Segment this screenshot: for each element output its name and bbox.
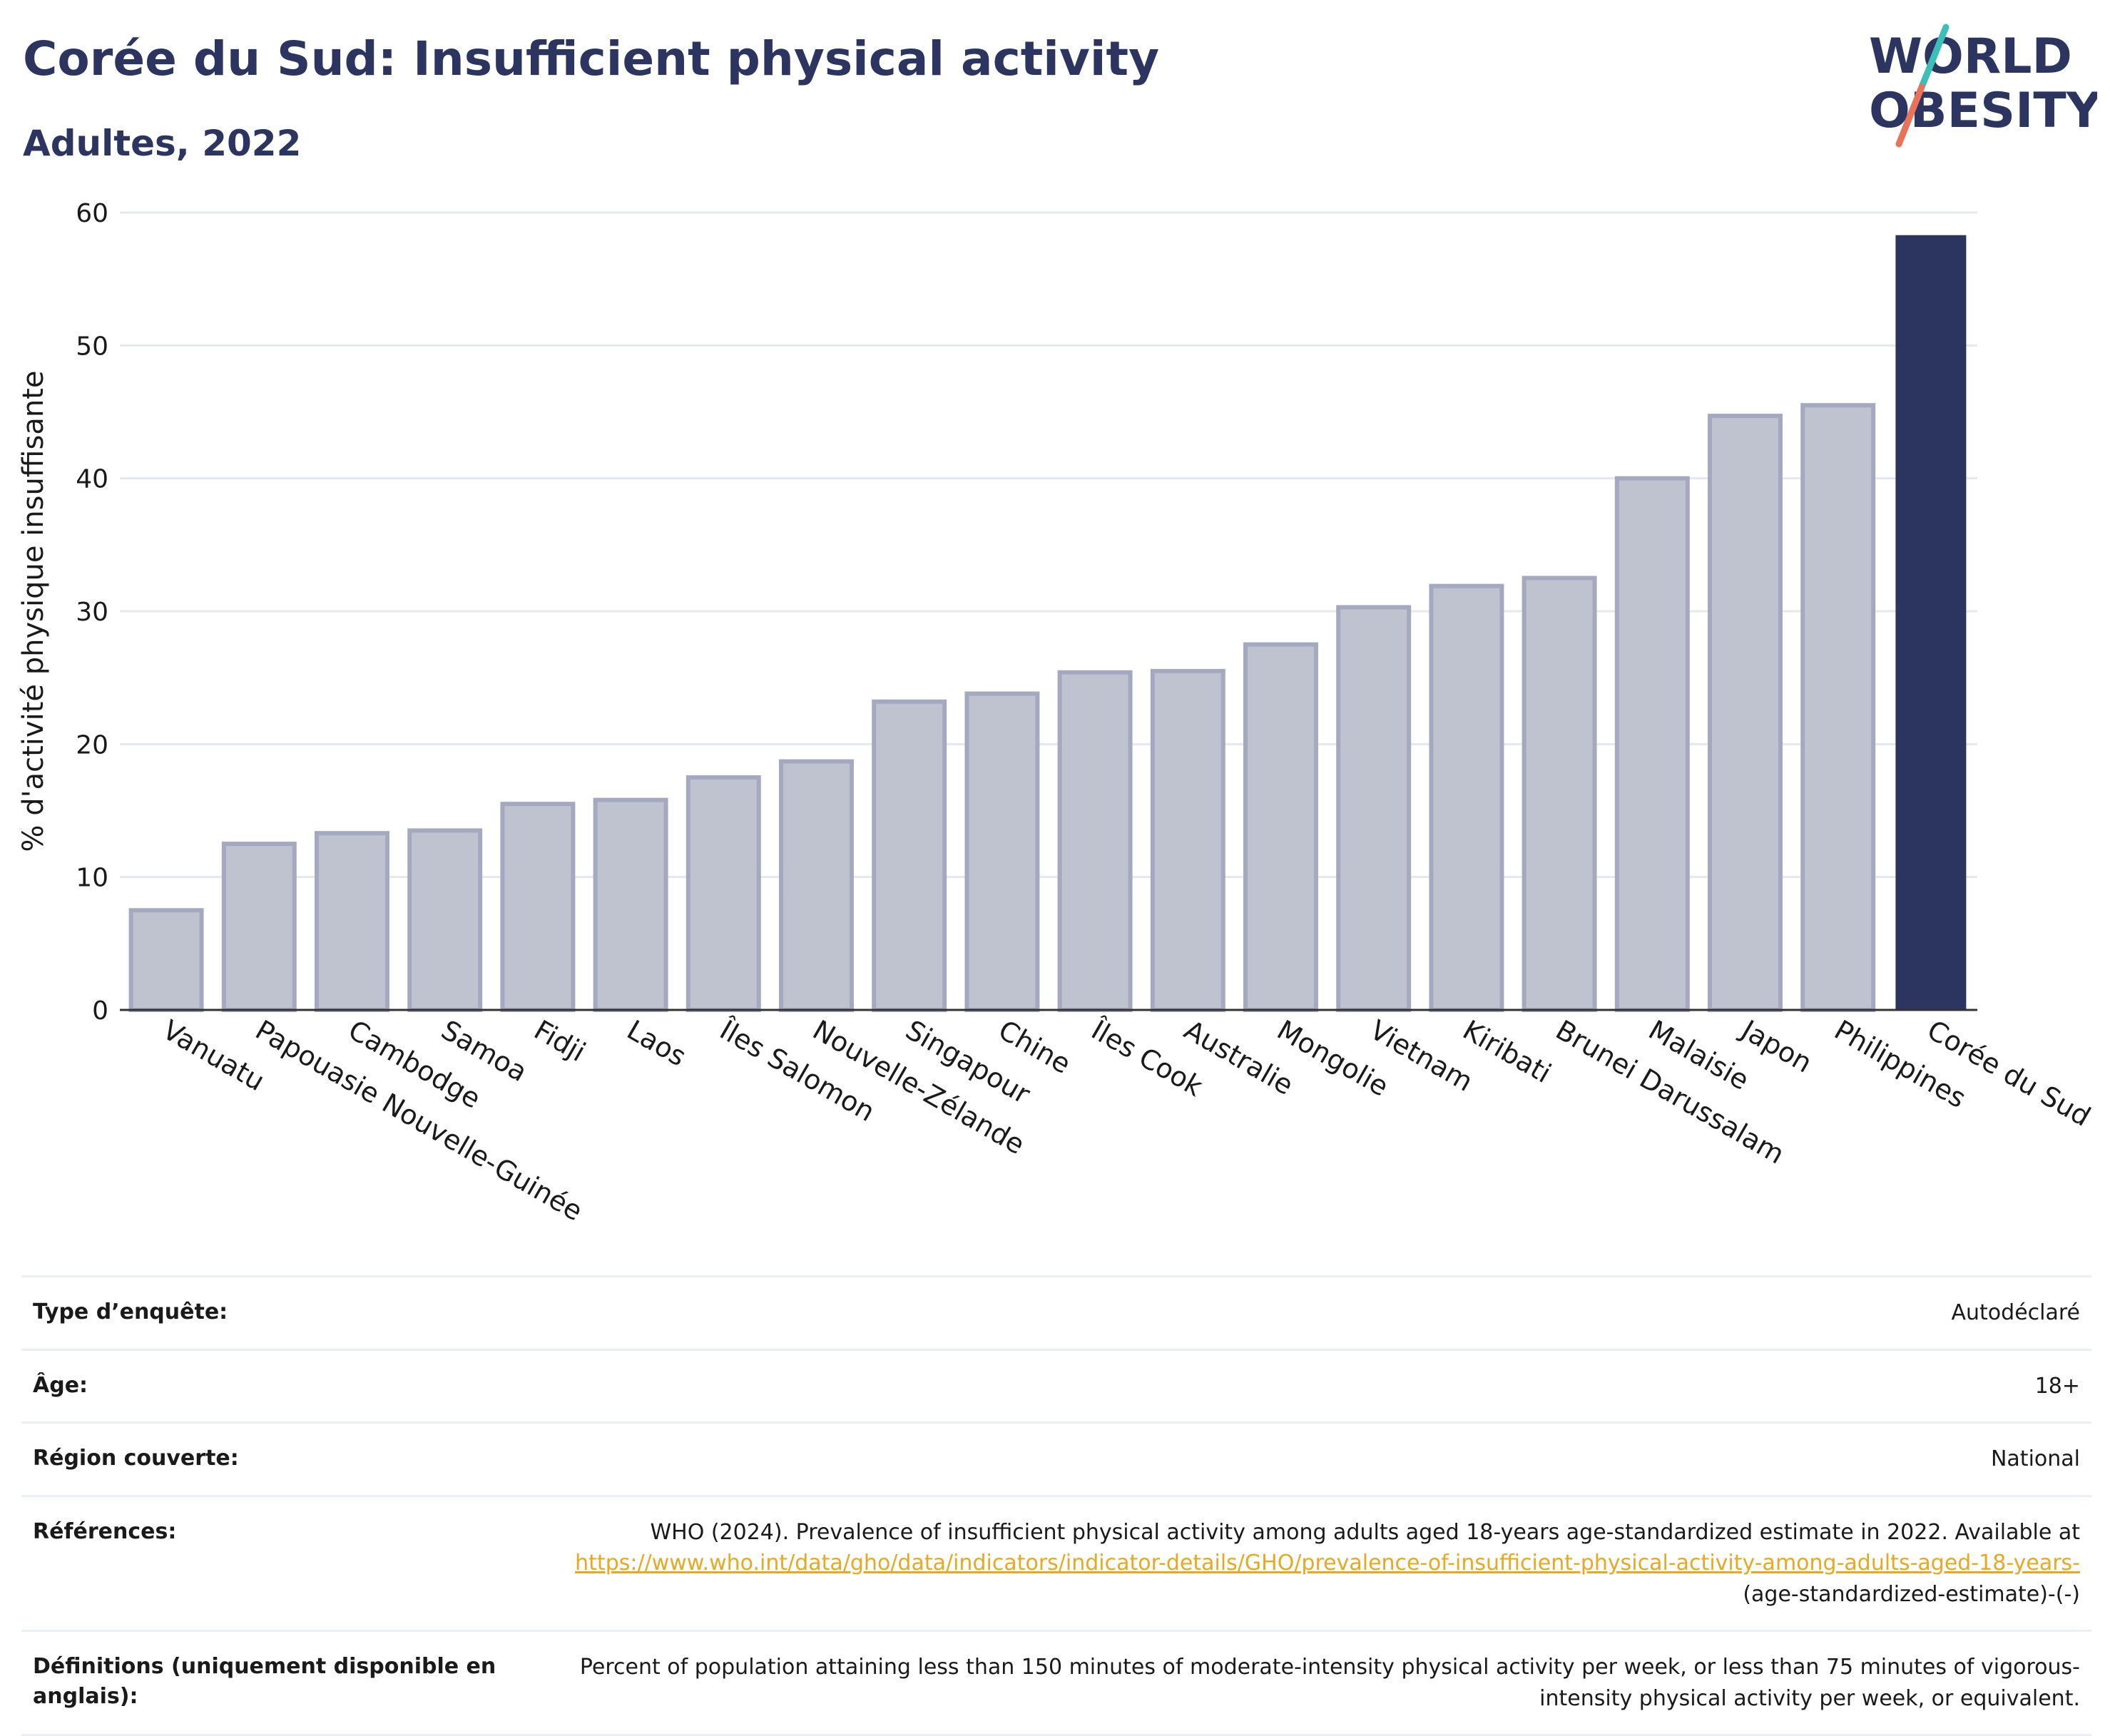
bar [315, 831, 389, 1013]
references-row: Références: WHO (2024). Prevalence of in… [21, 1494, 2091, 1630]
gridlines [120, 211, 1977, 1011]
page-title: Corée du Sud: Insufficient physical acti… [23, 31, 1160, 86]
survey-type-row: Type d’enquête: Autodéclaré [21, 1275, 2091, 1349]
references-value: WHO (2024). Prevalence of insufficient p… [546, 1517, 2080, 1610]
bar [500, 802, 576, 1013]
x-tick-label: Fidji [529, 1014, 591, 1068]
bars [128, 235, 1967, 1013]
survey-type-value: Autodéclaré [1951, 1300, 2081, 1325]
bar [1895, 235, 1967, 1011]
region-value: National [1990, 1446, 2080, 1471]
definitions-value: Percent of population attaining less tha… [579, 1655, 2080, 1711]
y-tick-label: 10 [76, 864, 108, 893]
y-axis-label: % d'activité physique insuffisante [17, 371, 50, 852]
bar [1800, 403, 1876, 1012]
bar [1336, 605, 1412, 1012]
y-axis-ticks: 0 10 20 30 40 50 60 [76, 199, 108, 1026]
logo-slash-top [1918, 24, 1950, 91]
bar [1150, 668, 1225, 1012]
references-text: WHO (2024). Prevalence of insufficient p… [650, 1519, 2080, 1545]
bar [964, 691, 1040, 1012]
bar [779, 759, 854, 1012]
y-tick-label: 40 [76, 465, 108, 494]
bar [1057, 670, 1133, 1012]
age-key: Âge: [33, 1372, 88, 1398]
region-row: Région couverte: National [21, 1421, 2091, 1495]
logo-slash-bottom [1895, 83, 1925, 148]
bar [1429, 583, 1504, 1012]
metadata-table: Type d’enquête: Autodéclaré Âge: 18+ Rég… [21, 1275, 2091, 1736]
references-suffix: (age-standardized-estimate)-(-) [1743, 1581, 2080, 1607]
y-tick-label: 50 [76, 332, 108, 361]
definitions-key: Définitions (uniquement disponible en an… [33, 1654, 496, 1709]
region-key: Région couverte: [33, 1446, 239, 1471]
bar [407, 828, 483, 1013]
y-tick-label: 20 [76, 730, 108, 760]
bar [1522, 576, 1597, 1012]
bar [872, 699, 947, 1012]
age-value: 18+ [2034, 1373, 2080, 1399]
logo-line-1: WORLD [1869, 29, 2072, 85]
page-subtitle: Adultes, 2022 [23, 123, 302, 164]
bar [686, 775, 761, 1013]
age-row: Âge: 18+ [21, 1348, 2091, 1422]
x-tick-label: Îles Salomon [714, 1013, 880, 1128]
bar [593, 797, 668, 1012]
definitions-row: Définitions (uniquement disponible en an… [21, 1630, 2091, 1736]
bar [221, 842, 297, 1012]
bar [1708, 414, 1783, 1012]
bar [128, 908, 204, 1012]
x-tick-label: Vanuatu [158, 1014, 270, 1097]
y-tick-label: 60 [76, 199, 108, 228]
y-tick-label: 30 [76, 598, 108, 627]
references-key: Références: [33, 1518, 177, 1544]
world-obesity-logo: WORLD OBESITY [1862, 21, 2102, 150]
bar [1243, 642, 1318, 1012]
x-tick-label: Laos [622, 1014, 692, 1073]
references-link[interactable]: https://www.who.int/data/gho/data/indica… [575, 1551, 2080, 1576]
y-tick-label: 0 [92, 996, 108, 1026]
bar [1614, 476, 1690, 1012]
survey-type-key: Type d’enquête: [33, 1300, 228, 1324]
